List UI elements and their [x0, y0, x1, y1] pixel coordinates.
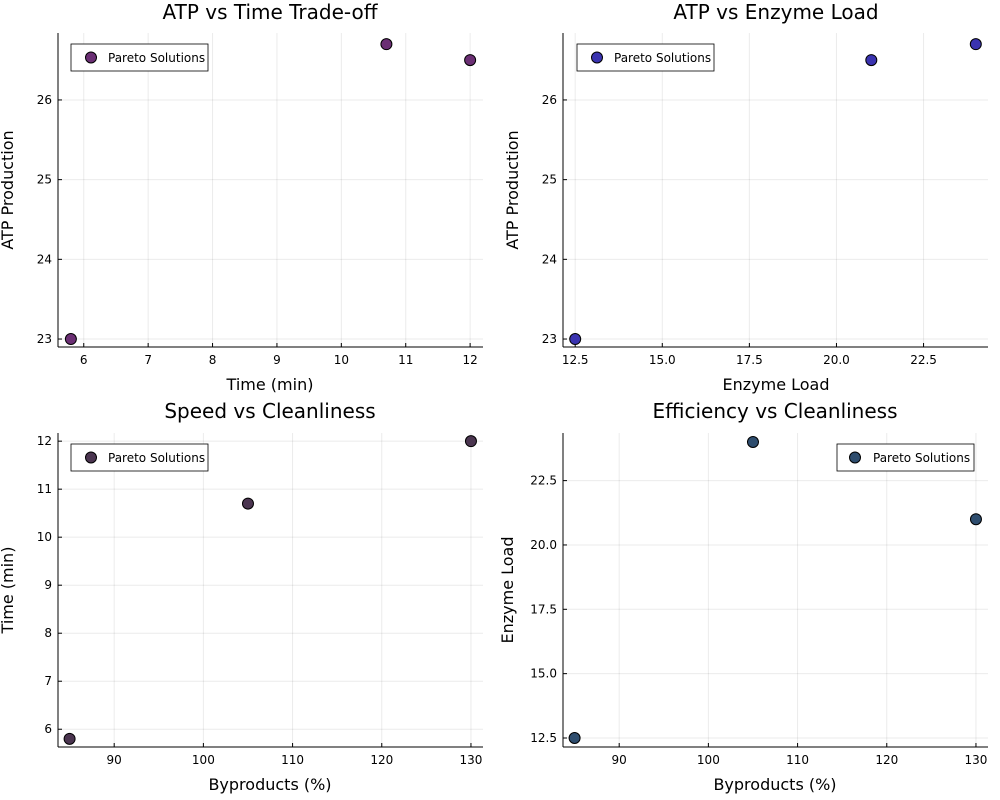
y-axis-label: ATP Production: [0, 130, 17, 249]
y-tick-label: 12.5: [530, 731, 557, 745]
legend-marker: [591, 51, 603, 64]
x-axis-label: Byproducts (%): [208, 775, 331, 794]
data-point: [969, 513, 982, 526]
x-tick-label: 12: [462, 353, 477, 367]
legend-label: Pareto Solutions: [108, 451, 205, 465]
x-tick-label: 12.5: [562, 353, 589, 367]
data-point: [464, 54, 477, 67]
x-tick-label: 90: [612, 753, 627, 767]
x-tick-label: 10: [334, 353, 349, 367]
legend-marker: [85, 51, 97, 64]
y-tick-label: 12: [37, 434, 52, 448]
subplot-efficiency-vs-cleanliness: Efficiency vs Cleanliness Byproducts (%)…: [498, 399, 975, 794]
y-tick-label: 11: [37, 482, 52, 496]
x-tick-label: 20.0: [823, 353, 850, 367]
x-tick-label: 120: [370, 753, 393, 767]
x-axis-label: Byproducts (%): [713, 775, 836, 794]
x-tick-label: 100: [192, 753, 215, 767]
y-tick-label: 17.5: [530, 602, 557, 616]
plot-area-4: 90 100 110 120 130 12.5 15.0 17.5 20.0 22.5: [530, 433, 988, 767]
y-tick-label: 23: [542, 332, 557, 346]
x-tick-label: 8: [209, 353, 217, 367]
data-point: [569, 333, 582, 346]
y-tick-label: 26: [542, 93, 557, 107]
y-tick-label: 9: [44, 578, 52, 592]
subplot-atp-vs-time: ATP vs Time Trade-off Time (min) ATP Pro…: [0, 0, 379, 394]
y-tick-label: 26: [37, 93, 52, 107]
x-tick-label: 110: [281, 753, 304, 767]
data-point: [64, 333, 77, 346]
x-tick-label: 100: [697, 753, 720, 767]
y-tick-label: 6: [44, 722, 52, 736]
legend-label: Pareto Solutions: [873, 451, 970, 465]
y-axis-label: Time (min): [0, 547, 17, 635]
y-tick-label: 24: [37, 252, 52, 266]
legend: Pareto Solutions: [70, 43, 209, 72]
y-tick-label: 20.0: [530, 538, 557, 552]
x-tick-label: 17.5: [736, 353, 763, 367]
x-tick-label: 9: [273, 353, 281, 367]
y-tick-label: 25: [542, 173, 557, 187]
plot-area-1: 6 7 8 9 10 11 12 23 24 25 26: [37, 33, 483, 367]
y-axis-label: ATP Production: [503, 130, 522, 249]
legend-label: Pareto Solutions: [108, 51, 205, 65]
legend-label: Pareto Solutions: [614, 51, 711, 65]
legend-box: [70, 43, 209, 72]
x-tick-label: 120: [875, 753, 898, 767]
data-point: [380, 38, 393, 51]
x-tick-label: 110: [786, 753, 809, 767]
data-point: [241, 497, 254, 510]
y-tick-label: 23: [37, 332, 52, 346]
legend-marker: [849, 451, 861, 464]
plot-area-2: 12.5 15.0 17.5 20.0 22.5 23 24 25 26: [542, 33, 988, 367]
subplot-title: Efficiency vs Cleanliness: [653, 399, 898, 423]
x-tick-label: 90: [107, 753, 122, 767]
legend: Pareto Solutions: [836, 443, 975, 472]
x-axis-label: Time (min): [226, 375, 314, 394]
plot-area-3: 90 100 110 120 130 6 7 8 9 10 11 12: [37, 433, 483, 767]
y-axis-label: Enzyme Load: [498, 536, 517, 643]
y-tick-label: 8: [44, 626, 52, 640]
x-tick-label: 6: [80, 353, 88, 367]
subplot-atp-vs-enzyme: ATP vs Enzyme Load Enzyme Load ATP Produ…: [503, 0, 879, 394]
data-point: [746, 436, 759, 449]
x-tick-label: 7: [144, 353, 152, 367]
subplot-title: ATP vs Enzyme Load: [673, 0, 878, 24]
subplot-speed-vs-cleanliness: Speed vs Cleanliness Byproducts (%) Time…: [0, 399, 376, 794]
data-point: [969, 38, 982, 51]
data-point: [464, 435, 477, 448]
x-tick-label: 22.5: [910, 353, 937, 367]
x-tick-label: 130: [460, 753, 483, 767]
y-tick-label: 22.5: [530, 474, 557, 488]
y-tick-label: 15.0: [530, 667, 557, 681]
y-tick-label: 25: [37, 173, 52, 187]
x-axis-label: Enzyme Load: [722, 375, 829, 394]
legend: Pareto Solutions: [70, 443, 209, 472]
x-tick-label: 15.0: [649, 353, 676, 367]
data-point: [568, 731, 581, 744]
subplot-title: ATP vs Time Trade-off: [162, 0, 378, 24]
y-tick-label: 10: [37, 530, 52, 544]
y-tick-label: 24: [542, 252, 557, 266]
x-tick-label: 130: [965, 753, 988, 767]
y-tick-label: 7: [44, 674, 52, 688]
x-tick-label: 11: [398, 353, 413, 367]
data-point: [63, 732, 76, 745]
subplot-title: Speed vs Cleanliness: [164, 399, 375, 423]
legend-marker: [85, 451, 97, 464]
legend: Pareto Solutions: [576, 43, 715, 72]
data-point: [865, 54, 878, 67]
